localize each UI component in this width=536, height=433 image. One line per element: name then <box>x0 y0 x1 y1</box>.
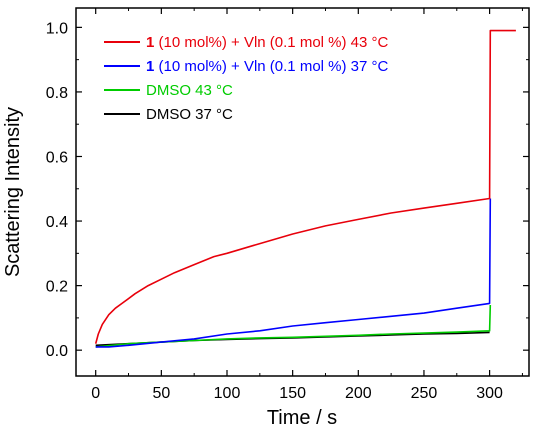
legend: 1 (10 mol%) + Vln (0.1 mol %) 43 °C 1 (10… <box>104 34 389 123</box>
x-tick-label: 100 <box>214 385 241 402</box>
series-line <box>95 198 492 348</box>
y-axis-ticks: 0.0 0.2 0.4 0.6 0.8 1.0 <box>46 20 529 360</box>
legend-entry: DMSO 43 °C <box>146 82 233 99</box>
x-tick-label: 0 <box>91 385 100 402</box>
x-tick-label: 300 <box>476 385 503 402</box>
legend-entry: 1 (10 mol%) + Vln (0.1 mol %) 43 °C <box>146 34 389 51</box>
plot-frame <box>75 7 530 377</box>
y-tick-label: 0.8 <box>46 85 68 102</box>
y-tick-label: 1.0 <box>46 20 68 37</box>
series-line <box>94 29 516 344</box>
series-layer <box>94 29 516 348</box>
x-tick-label: 200 <box>345 385 372 402</box>
y-axis-title: Scattering Intensity <box>2 107 24 277</box>
y-tick-label: 0.4 <box>46 214 68 231</box>
x-tick-label: 250 <box>411 385 438 402</box>
x-tick-label: 150 <box>279 385 306 402</box>
legend-entry: DMSO 37 °C <box>146 106 233 123</box>
legend-entry: 1 (10 mol%) + Vln (0.1 mol %) 37 °C <box>146 58 389 75</box>
y-tick-label: 0.6 <box>46 149 68 166</box>
x-tick-label: 50 <box>152 385 170 402</box>
y-tick-label: 0.0 <box>46 343 68 360</box>
x-axis-ticks: 0 50 100 150 200 250 300 <box>91 8 523 402</box>
y-tick-label: 0.2 <box>46 279 68 296</box>
x-axis-title: Time / s <box>267 407 337 429</box>
